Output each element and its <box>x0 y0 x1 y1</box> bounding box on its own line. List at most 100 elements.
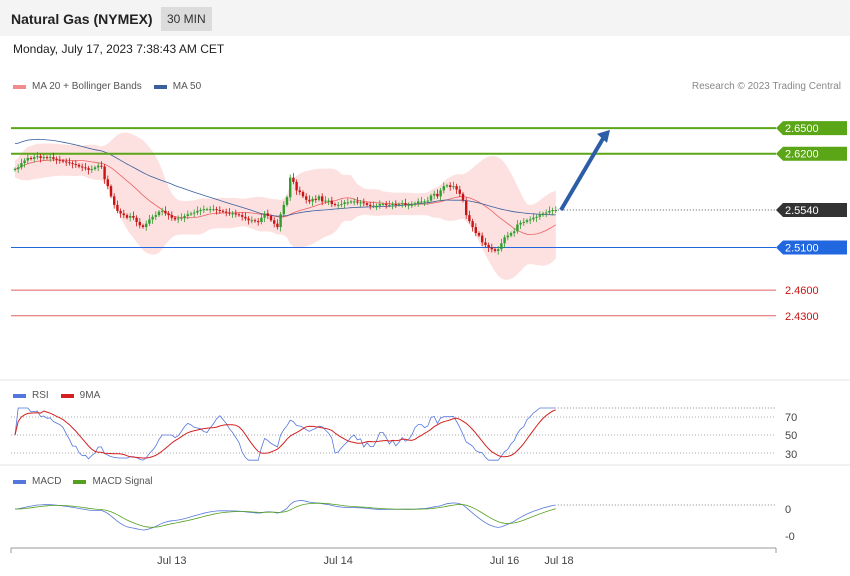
legend-item-macd: MACD <box>13 476 61 487</box>
candle <box>362 198 365 207</box>
candle <box>410 201 413 208</box>
candle <box>164 206 167 216</box>
candle <box>439 188 442 201</box>
x-axis: Jul 13 Jul 14 Jul 16 Jul 18 <box>10 547 777 567</box>
candle <box>385 200 388 209</box>
ma50-line <box>14 138 556 217</box>
candle-body <box>330 200 333 205</box>
candle-body <box>170 215 173 218</box>
candle-body <box>100 165 103 167</box>
candle <box>442 182 445 194</box>
candle <box>407 202 410 210</box>
candle-body <box>490 247 493 250</box>
candle-body <box>202 209 205 211</box>
candle-body <box>375 205 378 207</box>
candle <box>506 231 509 241</box>
candle-body <box>77 164 81 167</box>
candle-body <box>359 202 362 204</box>
candle-body <box>138 221 141 226</box>
candle <box>484 237 487 248</box>
candle-body <box>349 201 353 203</box>
candle-body <box>87 168 90 170</box>
candle <box>369 201 372 210</box>
candle-body <box>212 209 215 211</box>
candle-body <box>401 203 404 205</box>
candle <box>279 211 282 232</box>
chart-header: Natural Gas (NYMEX) 30 MIN <box>0 0 850 36</box>
candle-body <box>260 217 263 222</box>
candle-body <box>71 163 74 165</box>
candle-body <box>455 186 458 190</box>
candle-body <box>39 156 42 158</box>
level-tag-2.5540 <box>776 203 847 218</box>
candle-body <box>221 210 225 212</box>
candle-body <box>378 204 381 206</box>
candle-body <box>20 163 23 168</box>
candle <box>548 206 551 215</box>
candle <box>141 223 145 229</box>
candle-body <box>17 167 20 170</box>
candle <box>301 190 305 199</box>
legend-label-ma20: MA 20 + Bollinger Bands <box>32 81 142 92</box>
candle-body <box>525 220 529 222</box>
candle-body <box>506 235 509 238</box>
rsi-9ma-line <box>14 409 556 459</box>
candle-body <box>125 215 129 218</box>
candle <box>148 214 151 227</box>
candle-body <box>145 223 148 228</box>
candle-body <box>436 193 439 197</box>
candle <box>516 220 519 234</box>
candle-body <box>538 215 541 217</box>
candle-body <box>548 210 551 213</box>
candle-body <box>519 222 522 225</box>
legend-item-ma20: MA 20 + Bollinger Bands <box>13 81 142 92</box>
candle-body <box>228 212 231 214</box>
candle-body <box>503 237 506 244</box>
candle-body <box>167 213 170 216</box>
candle-body <box>81 166 84 168</box>
candle <box>388 200 391 208</box>
legend-swatch-rsi <box>13 393 26 398</box>
legend-label-rsi9ma: 9MA <box>79 390 101 401</box>
candle <box>314 195 317 203</box>
candle <box>228 208 231 216</box>
candle-body <box>177 218 180 220</box>
candle-body <box>474 227 477 234</box>
candle <box>266 209 269 220</box>
candle <box>305 193 308 204</box>
candle-body <box>106 179 109 187</box>
candle <box>295 179 298 195</box>
candle-body <box>356 201 359 203</box>
level-tag-2.6500 <box>776 121 847 136</box>
candle-body <box>157 211 161 216</box>
timeframe-badge[interactable]: 30 MIN <box>161 7 212 31</box>
candle <box>97 162 100 172</box>
candle <box>221 209 225 214</box>
candle-body <box>301 192 305 197</box>
candle <box>68 157 71 166</box>
candle-body <box>439 190 442 197</box>
level-label-2.4300: 2.4300 <box>785 311 819 323</box>
candle-body <box>500 243 503 250</box>
candle <box>157 210 161 217</box>
rsi-legend: RSI 9MA <box>13 390 112 401</box>
candle-body <box>353 201 356 203</box>
candle-body <box>397 204 401 206</box>
moving-average-layer <box>14 138 557 235</box>
candle-body <box>234 213 237 215</box>
candle-body <box>369 204 372 206</box>
candle <box>244 212 247 221</box>
candle-body <box>116 204 119 211</box>
candle-body <box>497 249 500 251</box>
candle <box>257 218 260 226</box>
candle-body <box>365 203 369 205</box>
candle-body <box>289 177 292 198</box>
candle-body <box>468 215 471 222</box>
candle <box>71 160 74 169</box>
candle <box>285 195 289 207</box>
instrument-title: Natural Gas (NYMEX) <box>11 11 153 27</box>
candle <box>154 211 157 220</box>
candle <box>273 217 276 228</box>
candle <box>58 155 61 164</box>
